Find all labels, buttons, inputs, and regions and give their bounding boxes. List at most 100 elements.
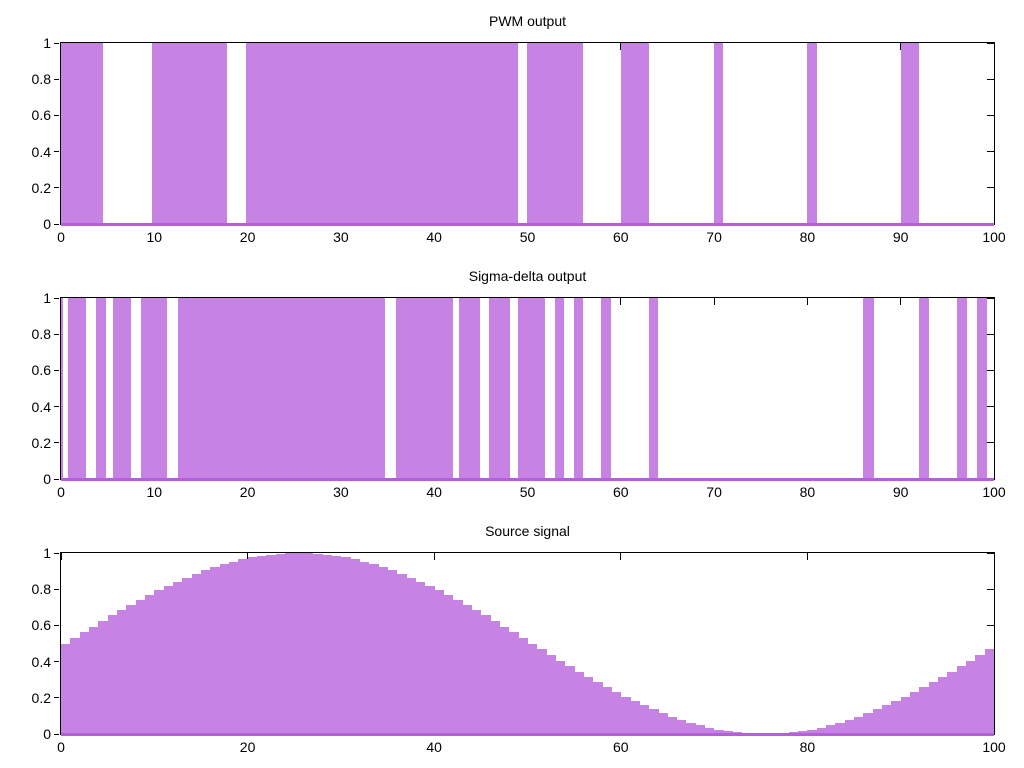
- x-tick-label: 40: [426, 484, 442, 500]
- y-tick-mark: [987, 151, 994, 153]
- signal-bar: [182, 577, 192, 736]
- signal-bar: [368, 564, 379, 736]
- x-tick-mark: [340, 298, 342, 305]
- y-tick-mark: [987, 187, 994, 189]
- pulse-bar: [807, 43, 817, 226]
- pulse-bar: [554, 298, 564, 481]
- signal-bar: [210, 567, 220, 736]
- signal-bar: [891, 701, 902, 736]
- signal-bar: [238, 559, 248, 736]
- pulse-bar: [714, 43, 724, 226]
- pwm-plot-title: PWM output: [488, 13, 567, 29]
- y-tick-label: 0.4: [31, 143, 51, 160]
- y-tick-label: 0.2: [31, 179, 51, 196]
- x-tick-label: 70: [706, 229, 722, 245]
- signal-bar: [956, 665, 967, 736]
- y-tick-mark: [54, 661, 59, 663]
- x-tick-mark: [340, 43, 342, 50]
- signal-bar: [200, 570, 211, 736]
- signal-bar: [294, 553, 304, 736]
- signal-bar: [378, 567, 388, 736]
- sigma-delta-plot-frame: 0 0.2 0.4 0.6 0.8 1 0 10 20 30 40 50 60 70 80 90 100: [32, 290, 1006, 500]
- y-tick-mark: [54, 733, 59, 735]
- signal-bar: [602, 687, 612, 736]
- signal-bar: [714, 729, 724, 736]
- x-tick-label: 70: [706, 484, 722, 500]
- x-tick-mark: [993, 43, 995, 50]
- signal-bar: [462, 604, 472, 736]
- y-tick-label: 0.4: [31, 398, 51, 415]
- y-tick-mark: [987, 297, 994, 299]
- signal-bar: [499, 626, 510, 736]
- y-tick-mark: [987, 478, 994, 480]
- signal-bar: [574, 671, 584, 736]
- x-tick-label: 20: [239, 739, 256, 755]
- pulse-bar: [245, 43, 519, 226]
- signal-bar: [471, 610, 482, 736]
- x-tick-label: 90: [892, 484, 909, 500]
- x-tick-label: 40: [426, 229, 442, 245]
- signal-bar: [704, 727, 715, 736]
- signal-bar: [154, 590, 165, 736]
- y-tick-mark: [54, 442, 59, 444]
- pulse-bar: [526, 43, 583, 226]
- y-tick-mark: [987, 442, 994, 444]
- x-tick-label: 10: [146, 229, 163, 245]
- y-tick-mark: [54, 552, 59, 554]
- signal-bar: [359, 561, 370, 736]
- y-tick-label: 1: [43, 545, 51, 561]
- signal-bar: [835, 722, 846, 736]
- signal-bar: [247, 557, 258, 736]
- x-tick-label: 100: [982, 229, 1006, 245]
- signal-bar: [751, 733, 762, 736]
- zero-baseline: [61, 478, 994, 481]
- pulse-bar: [177, 298, 386, 481]
- x-tick-label: 20: [239, 484, 256, 500]
- signal-bar: [116, 610, 127, 736]
- signal-bar: [658, 713, 668, 736]
- signal-bar: [648, 709, 659, 736]
- y-tick-mark: [54, 42, 59, 44]
- signal-bar: [966, 660, 976, 736]
- pulse-bar: [489, 298, 510, 481]
- y-tick-label: 1: [43, 290, 51, 306]
- y-tick-label: 0.6: [31, 362, 51, 379]
- pulse-bar: [919, 298, 929, 481]
- signal-bar: [322, 554, 332, 736]
- pulse-bar: [152, 43, 228, 226]
- y-tick-mark: [987, 588, 994, 590]
- pulse-bar: [517, 298, 546, 481]
- x-tick-mark: [620, 553, 622, 560]
- signal-bar: [406, 577, 416, 736]
- x-tick-label: 0: [57, 229, 65, 245]
- signal-bar: [107, 615, 118, 736]
- pulse-bar: [67, 298, 87, 481]
- x-tick-mark: [993, 298, 995, 305]
- x-tick-label: 30: [333, 229, 349, 245]
- x-tick-mark: [806, 43, 808, 50]
- y-tick-mark: [987, 624, 994, 626]
- x-tick-mark: [433, 553, 435, 560]
- pulse-bar: [601, 298, 611, 481]
- source-signal-plot-title: Source signal: [485, 523, 570, 539]
- signal-bar: [266, 554, 276, 736]
- x-tick-label: 60: [613, 739, 629, 755]
- signal-bar: [135, 599, 146, 736]
- x-tick-mark: [247, 553, 249, 560]
- x-tick-mark: [433, 43, 435, 50]
- y-tick-label: 0.4: [31, 653, 51, 670]
- x-tick-label: 20: [239, 229, 256, 245]
- y-tick-mark: [987, 406, 994, 408]
- x-tick-mark: [247, 298, 249, 305]
- signal-bar: [518, 637, 528, 736]
- y-tick-mark: [987, 333, 994, 335]
- y-tick-mark: [54, 223, 59, 225]
- signal-bar: [611, 692, 622, 736]
- y-tick-mark: [987, 78, 994, 80]
- y-tick-mark: [54, 151, 59, 153]
- y-tick-label: 0.2: [31, 689, 51, 706]
- y-tick-label: 0: [43, 726, 51, 742]
